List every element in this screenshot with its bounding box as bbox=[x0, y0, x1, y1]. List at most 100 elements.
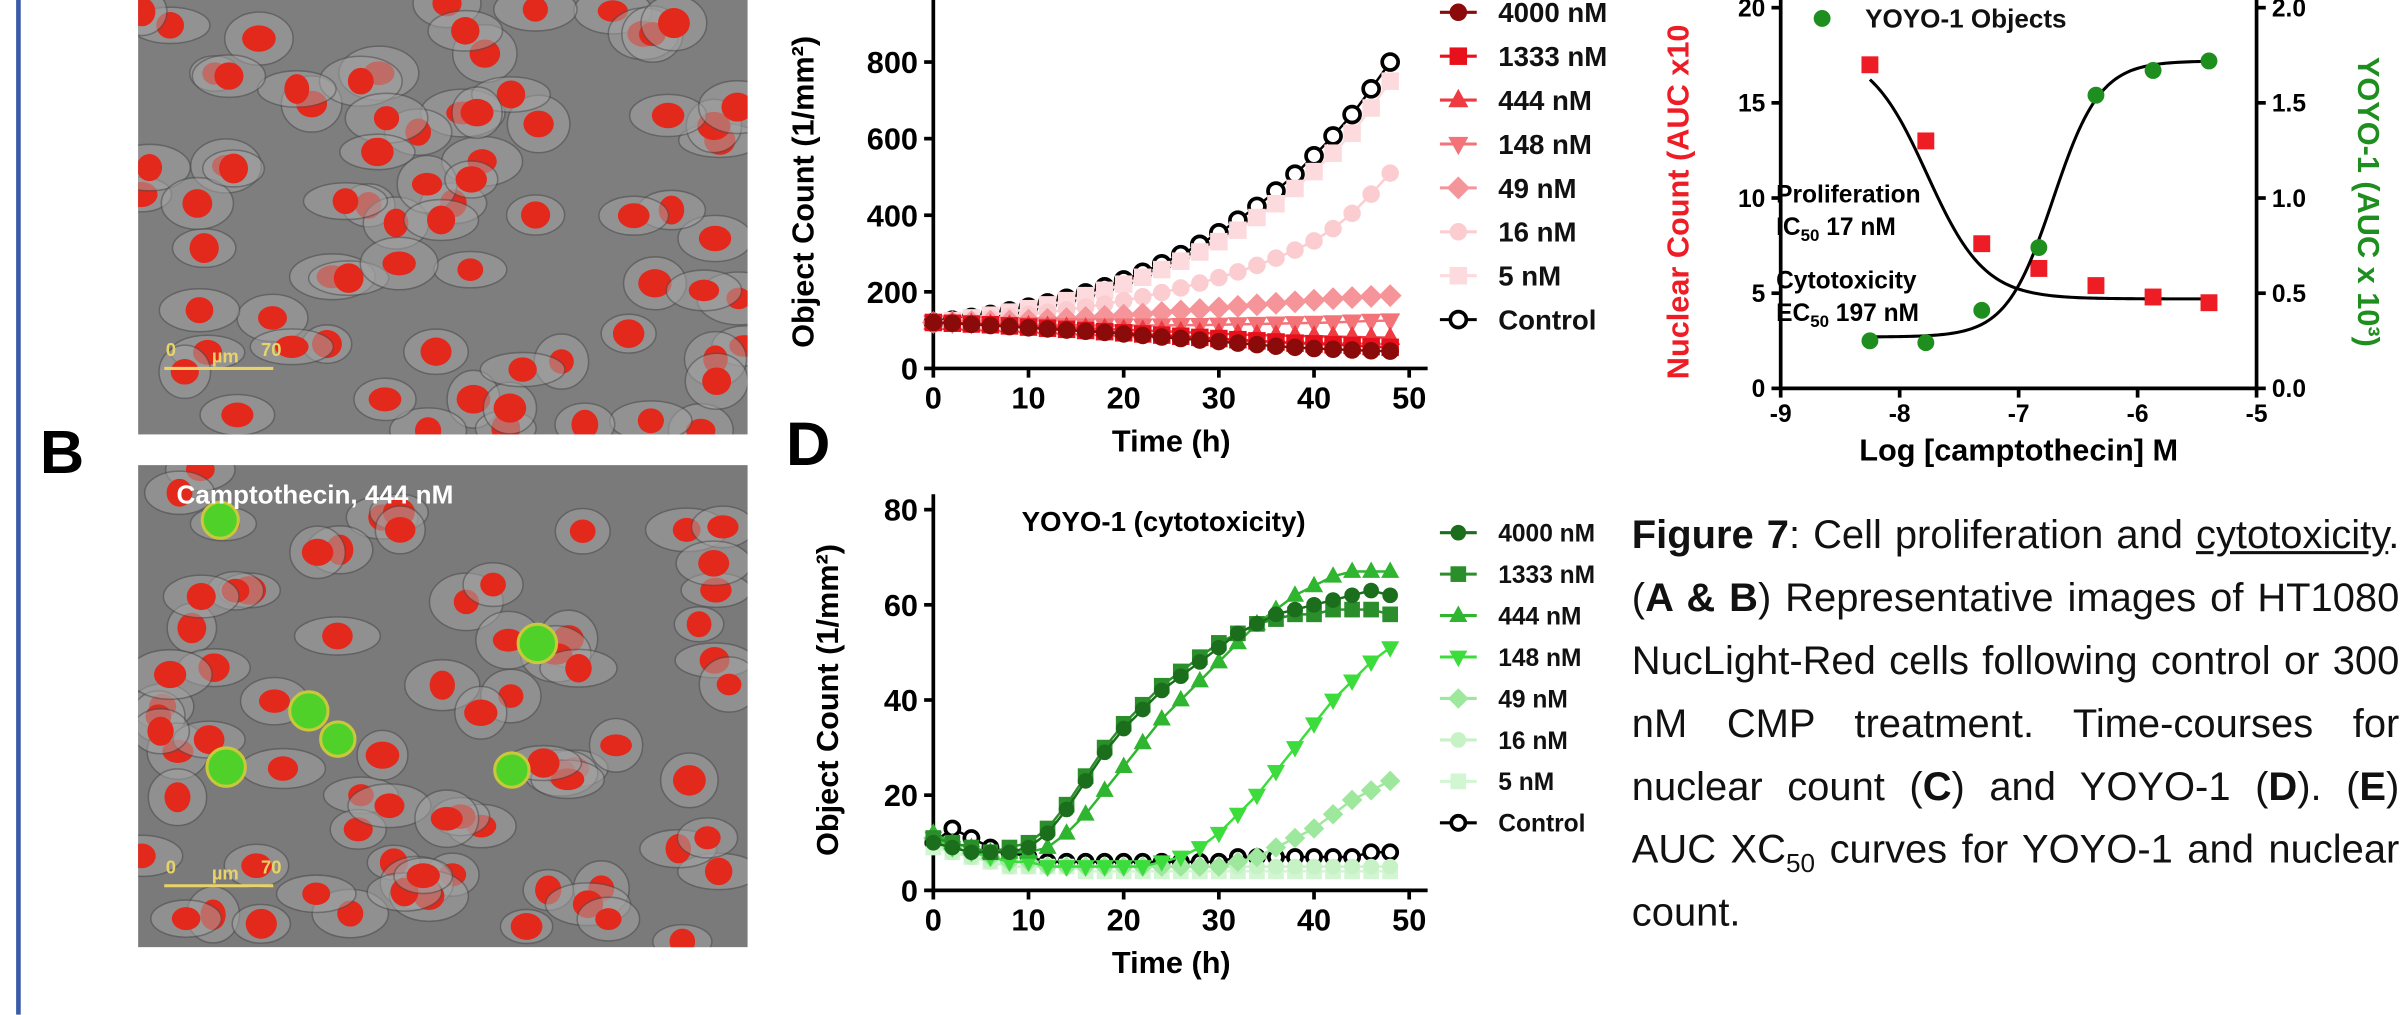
caption-run: D bbox=[2268, 762, 2298, 809]
panel-label: D bbox=[786, 410, 830, 479]
marker bbox=[1076, 804, 1095, 821]
marker bbox=[1381, 72, 1399, 90]
y-tick-label: 200 bbox=[867, 275, 918, 310]
marker bbox=[1304, 146, 1324, 166]
marker bbox=[1189, 856, 1211, 877]
cell-nucleus bbox=[332, 188, 359, 215]
cell-dead bbox=[288, 690, 330, 732]
cell-nucleus bbox=[456, 384, 491, 414]
marker bbox=[1286, 241, 1304, 259]
legend-label: 16 nM bbox=[1498, 728, 1568, 755]
marker bbox=[1057, 321, 1076, 339]
legend-label: 444 nM bbox=[1498, 603, 1581, 630]
cell-nucleus bbox=[219, 153, 249, 184]
marker bbox=[944, 839, 961, 856]
cell-nucleus bbox=[189, 233, 219, 264]
x-axis-label: Time (h) bbox=[1112, 945, 1231, 980]
marker bbox=[1152, 708, 1171, 726]
marker bbox=[1264, 291, 1288, 315]
marker bbox=[2200, 52, 2218, 70]
marker bbox=[1057, 860, 1076, 877]
legend-marker bbox=[1449, 3, 1468, 22]
legend-marker bbox=[1448, 688, 1469, 709]
cell-nucleus bbox=[221, 402, 254, 428]
marker bbox=[1381, 164, 1399, 182]
cell-nucleus bbox=[686, 418, 716, 435]
marker bbox=[1362, 342, 1380, 360]
marker bbox=[1362, 99, 1380, 117]
marker bbox=[1058, 801, 1075, 818]
marker bbox=[1382, 587, 1398, 604]
y-tick-label: 15 bbox=[1738, 91, 1765, 118]
marker bbox=[1381, 342, 1399, 360]
marker bbox=[1266, 764, 1286, 782]
marker bbox=[1362, 843, 1381, 862]
cell-nucleus bbox=[411, 172, 443, 196]
cell-nucleus bbox=[480, 572, 506, 597]
legend-marker bbox=[1446, 176, 1470, 200]
cell-nucleus bbox=[214, 62, 244, 90]
y-tick-label: 0 bbox=[1752, 376, 1766, 403]
x-tick-label: 0 bbox=[925, 380, 942, 415]
marker bbox=[1861, 332, 1879, 350]
figure-caption: Figure 7: Cell proliferation and cytotox… bbox=[1632, 504, 2400, 945]
marker bbox=[1283, 290, 1307, 314]
marker bbox=[1133, 288, 1152, 306]
x-axis-label: Time (h) bbox=[1112, 423, 1231, 458]
marker bbox=[1268, 858, 1284, 875]
marker bbox=[1325, 592, 1341, 608]
cell-nucleus bbox=[669, 928, 696, 948]
marker bbox=[1973, 235, 1991, 253]
marker bbox=[1210, 268, 1228, 287]
marker bbox=[1172, 668, 1189, 685]
legend-marker bbox=[1450, 524, 1467, 541]
marker bbox=[1304, 717, 1324, 734]
cell-nucleus bbox=[638, 269, 672, 298]
legend-label: 49 nM bbox=[1498, 686, 1568, 713]
marker bbox=[1190, 841, 1209, 858]
y-axis-label: Nuclear Count (AUC x10 bbox=[1661, 25, 1696, 380]
marker bbox=[1324, 144, 1342, 162]
marker bbox=[1304, 575, 1324, 593]
marker bbox=[1207, 296, 1231, 320]
marker bbox=[1153, 682, 1170, 699]
legend-marker bbox=[1813, 9, 1831, 27]
caption-run: Figure 7 bbox=[1631, 511, 1789, 558]
marker bbox=[1323, 126, 1343, 146]
marker bbox=[1208, 856, 1230, 877]
marker bbox=[1268, 606, 1284, 623]
cell-nucleus bbox=[521, 201, 551, 229]
x-tick-label: 30 bbox=[1202, 902, 1236, 937]
cell-nucleus bbox=[374, 793, 405, 819]
scale-start: 0 bbox=[166, 856, 176, 877]
annotation-text: Cytotoxicity bbox=[1776, 268, 1917, 295]
marker bbox=[1209, 826, 1228, 844]
caption-run: . ( bbox=[1631, 511, 2400, 621]
marker bbox=[1267, 249, 1285, 267]
scale-unit: µm bbox=[212, 863, 239, 884]
marker bbox=[1285, 585, 1305, 602]
legend-marker bbox=[1449, 266, 1468, 285]
marker bbox=[1323, 693, 1343, 711]
marker bbox=[1230, 625, 1246, 642]
marker bbox=[1303, 315, 1325, 335]
y-tick-label: 800 bbox=[867, 45, 918, 80]
legend-label: 4000 nM bbox=[1498, 0, 1607, 28]
cell-nucleus bbox=[322, 622, 353, 650]
marker bbox=[1917, 334, 1935, 352]
chart-title: YOYO-1 (cytotoxicity) bbox=[1022, 506, 1306, 537]
cell-nucleus bbox=[275, 335, 309, 358]
cell-nucleus bbox=[672, 765, 706, 796]
marker bbox=[1380, 313, 1401, 332]
marker bbox=[1076, 860, 1095, 877]
cell-nucleus bbox=[259, 689, 290, 713]
cell-dead bbox=[205, 746, 247, 788]
marker bbox=[1322, 315, 1344, 334]
cell-nucleus bbox=[457, 258, 484, 282]
y2-tick-label: 0.0 bbox=[2272, 376, 2306, 403]
marker bbox=[1229, 334, 1247, 352]
marker bbox=[1246, 846, 1268, 868]
marker bbox=[1284, 827, 1306, 849]
marker bbox=[1248, 208, 1266, 227]
cell-dead bbox=[493, 751, 531, 789]
